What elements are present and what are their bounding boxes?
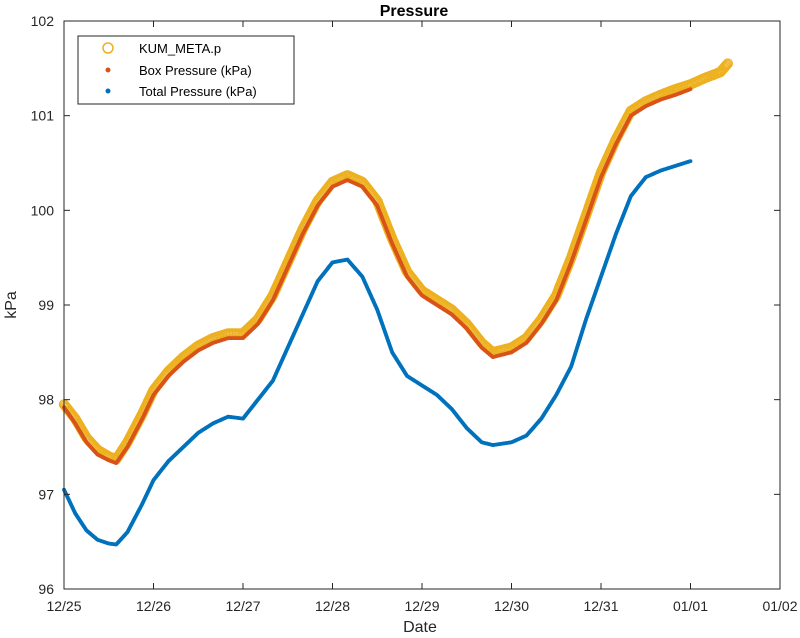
- y-axis: 96 97 98 99 100 101 102: [31, 13, 780, 597]
- y-tick-label: 96: [38, 581, 54, 597]
- y-tick-label: 101: [31, 108, 55, 124]
- x-tick-label: 12/27: [225, 598, 260, 614]
- x-tick-label: 12/29: [404, 598, 439, 614]
- plot-area: [58, 58, 733, 547]
- x-tick-label: 12/30: [494, 598, 529, 614]
- y-tick-label: 98: [38, 392, 54, 408]
- x-tick-label: 12/26: [136, 598, 171, 614]
- legend-marker-circle-icon: [102, 42, 114, 54]
- data-point: [719, 61, 731, 72]
- data-point: [721, 59, 733, 70]
- legend: KUM_META.p Box Pressure (kPa) Total Pres…: [77, 35, 295, 105]
- data-point: [688, 159, 693, 164]
- x-tick-label: 01/01: [673, 598, 708, 614]
- plot-frame: [63, 20, 781, 590]
- y-tick-label: 97: [38, 486, 54, 502]
- legend-marker-dot-icon: [105, 88, 111, 94]
- data-point: [688, 87, 693, 92]
- chart-title: Pressure: [380, 3, 449, 20]
- x-tick-label: 12/25: [46, 598, 81, 614]
- series-2: [62, 159, 693, 547]
- x-axis: 12/25 12/26 12/27 12/28 12/29 12/30 12/31 01/01…: [46, 21, 798, 614]
- legend-box: [77, 35, 295, 105]
- y-tick-label: 102: [31, 13, 55, 29]
- legend-label-total-pressure: Total Pressure (kPa): [139, 84, 257, 99]
- y-axis-label: kPa: [3, 291, 20, 319]
- x-tick-label: 12/28: [315, 598, 350, 614]
- x-tick-label: 01/02: [762, 598, 797, 614]
- series-0: [58, 58, 733, 465]
- legend-marker-dot-icon: [105, 67, 111, 73]
- legend-label-kum-meta: KUM_META.p: [139, 41, 221, 56]
- y-tick-label: 100: [31, 202, 55, 218]
- y-tick-label: 99: [38, 297, 54, 313]
- data-point: [720, 60, 732, 71]
- legend-label-box-pressure: Box Pressure (kPa): [139, 63, 252, 78]
- x-tick-label: 12/31: [583, 598, 618, 614]
- x-axis-label: Date: [403, 619, 437, 636]
- series-1: [62, 87, 693, 465]
- data-point: [722, 58, 733, 69]
